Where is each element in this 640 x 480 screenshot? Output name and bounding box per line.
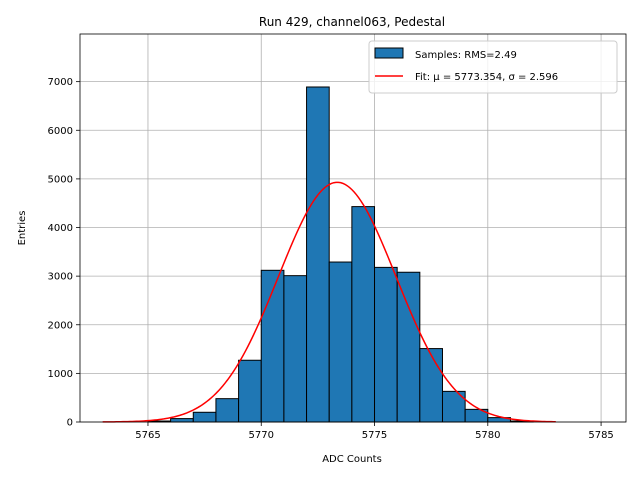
y-tick-label-0: 0 [67, 418, 73, 429]
y-tick-label-2: 2000 [48, 320, 73, 331]
histogram-bar-1 [170, 418, 194, 423]
y-axis-ticks: 0 1000 2000 3000 4000 5000 6000 7000 [48, 77, 80, 429]
plot-frame [79, 33, 627, 423]
y-tick-label-1: 1000 [48, 369, 73, 380]
y-tick-label-6: 6000 [48, 126, 73, 137]
legend-label-samples: Samples: RMS=2.49 [415, 50, 517, 61]
histogram-bar-10 [374, 266, 398, 423]
histogram-bar-12 [419, 348, 443, 423]
histogram-bar-5 [260, 269, 285, 423]
y-tick-label-3: 3000 [48, 272, 73, 283]
histogram-bar-3 [215, 398, 240, 423]
histogram-bar-11 [396, 271, 421, 423]
histogram-bar-4 [238, 359, 262, 423]
x-tick-label-1: 5770 [249, 430, 274, 441]
legend-patch-samples [374, 47, 404, 59]
legend: Samples: RMS=2.49 Fit: μ = 5773.354, σ =… [368, 40, 618, 94]
histogram-bar-8 [328, 261, 353, 423]
histogram-bars [147, 86, 534, 423]
x-tick-label-3: 5780 [475, 430, 500, 441]
histogram-bar-2 [192, 411, 217, 423]
histogram-bar-6 [283, 275, 308, 423]
y-axis-label: Entries [17, 211, 28, 246]
y-tick-label-7: 7000 [48, 77, 73, 88]
x-tick-label-0: 5765 [135, 430, 160, 441]
x-tick-label-2: 5775 [362, 430, 387, 441]
legend-box [368, 40, 618, 94]
histogram-bar-7 [306, 86, 330, 423]
fit-curve [102, 181, 556, 423]
y-tick-label-4: 4000 [48, 223, 73, 234]
histogram-bar-9 [351, 206, 376, 423]
legend-label-fit: Fit: μ = 5773.354, σ = 2.596 [415, 72, 558, 83]
y-tick-label-5: 5000 [48, 174, 73, 185]
x-tick-label-4: 5785 [588, 430, 613, 441]
chart-title: Run 429, channel063, Pedestal [259, 15, 445, 29]
x-axis-label: ADC Counts [322, 454, 382, 465]
x-axis-ticks: 5765 5770 5775 5780 5785 [135, 422, 614, 441]
